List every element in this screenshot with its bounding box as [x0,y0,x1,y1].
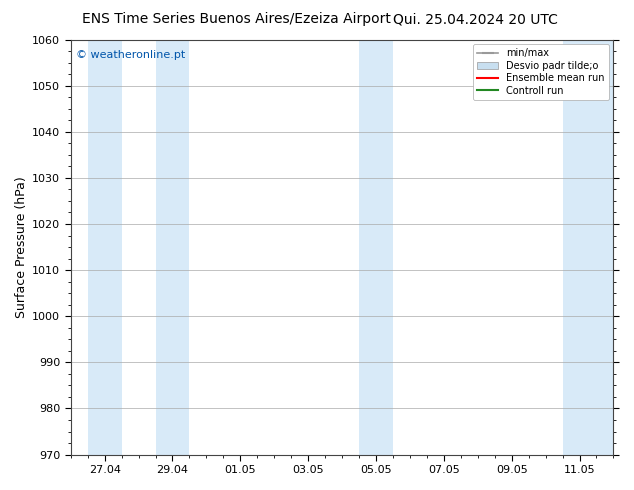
Bar [359,40,393,455]
Legend: min/max, Desvio padr tilde;o, Ensemble mean run, Controll run: min/max, Desvio padr tilde;o, Ensemble m… [473,45,609,99]
Bar [87,40,122,455]
Y-axis label: Surface Pressure (hPa): Surface Pressure (hPa) [15,176,28,318]
Text: © weatheronline.pt: © weatheronline.pt [76,50,185,60]
Text: Qui. 25.04.2024 20 UTC: Qui. 25.04.2024 20 UTC [393,12,558,26]
Bar [155,40,190,455]
Text: ENS Time Series Buenos Aires/Ezeiza Airport: ENS Time Series Buenos Aires/Ezeiza Airp… [82,12,391,26]
Bar [562,40,614,455]
